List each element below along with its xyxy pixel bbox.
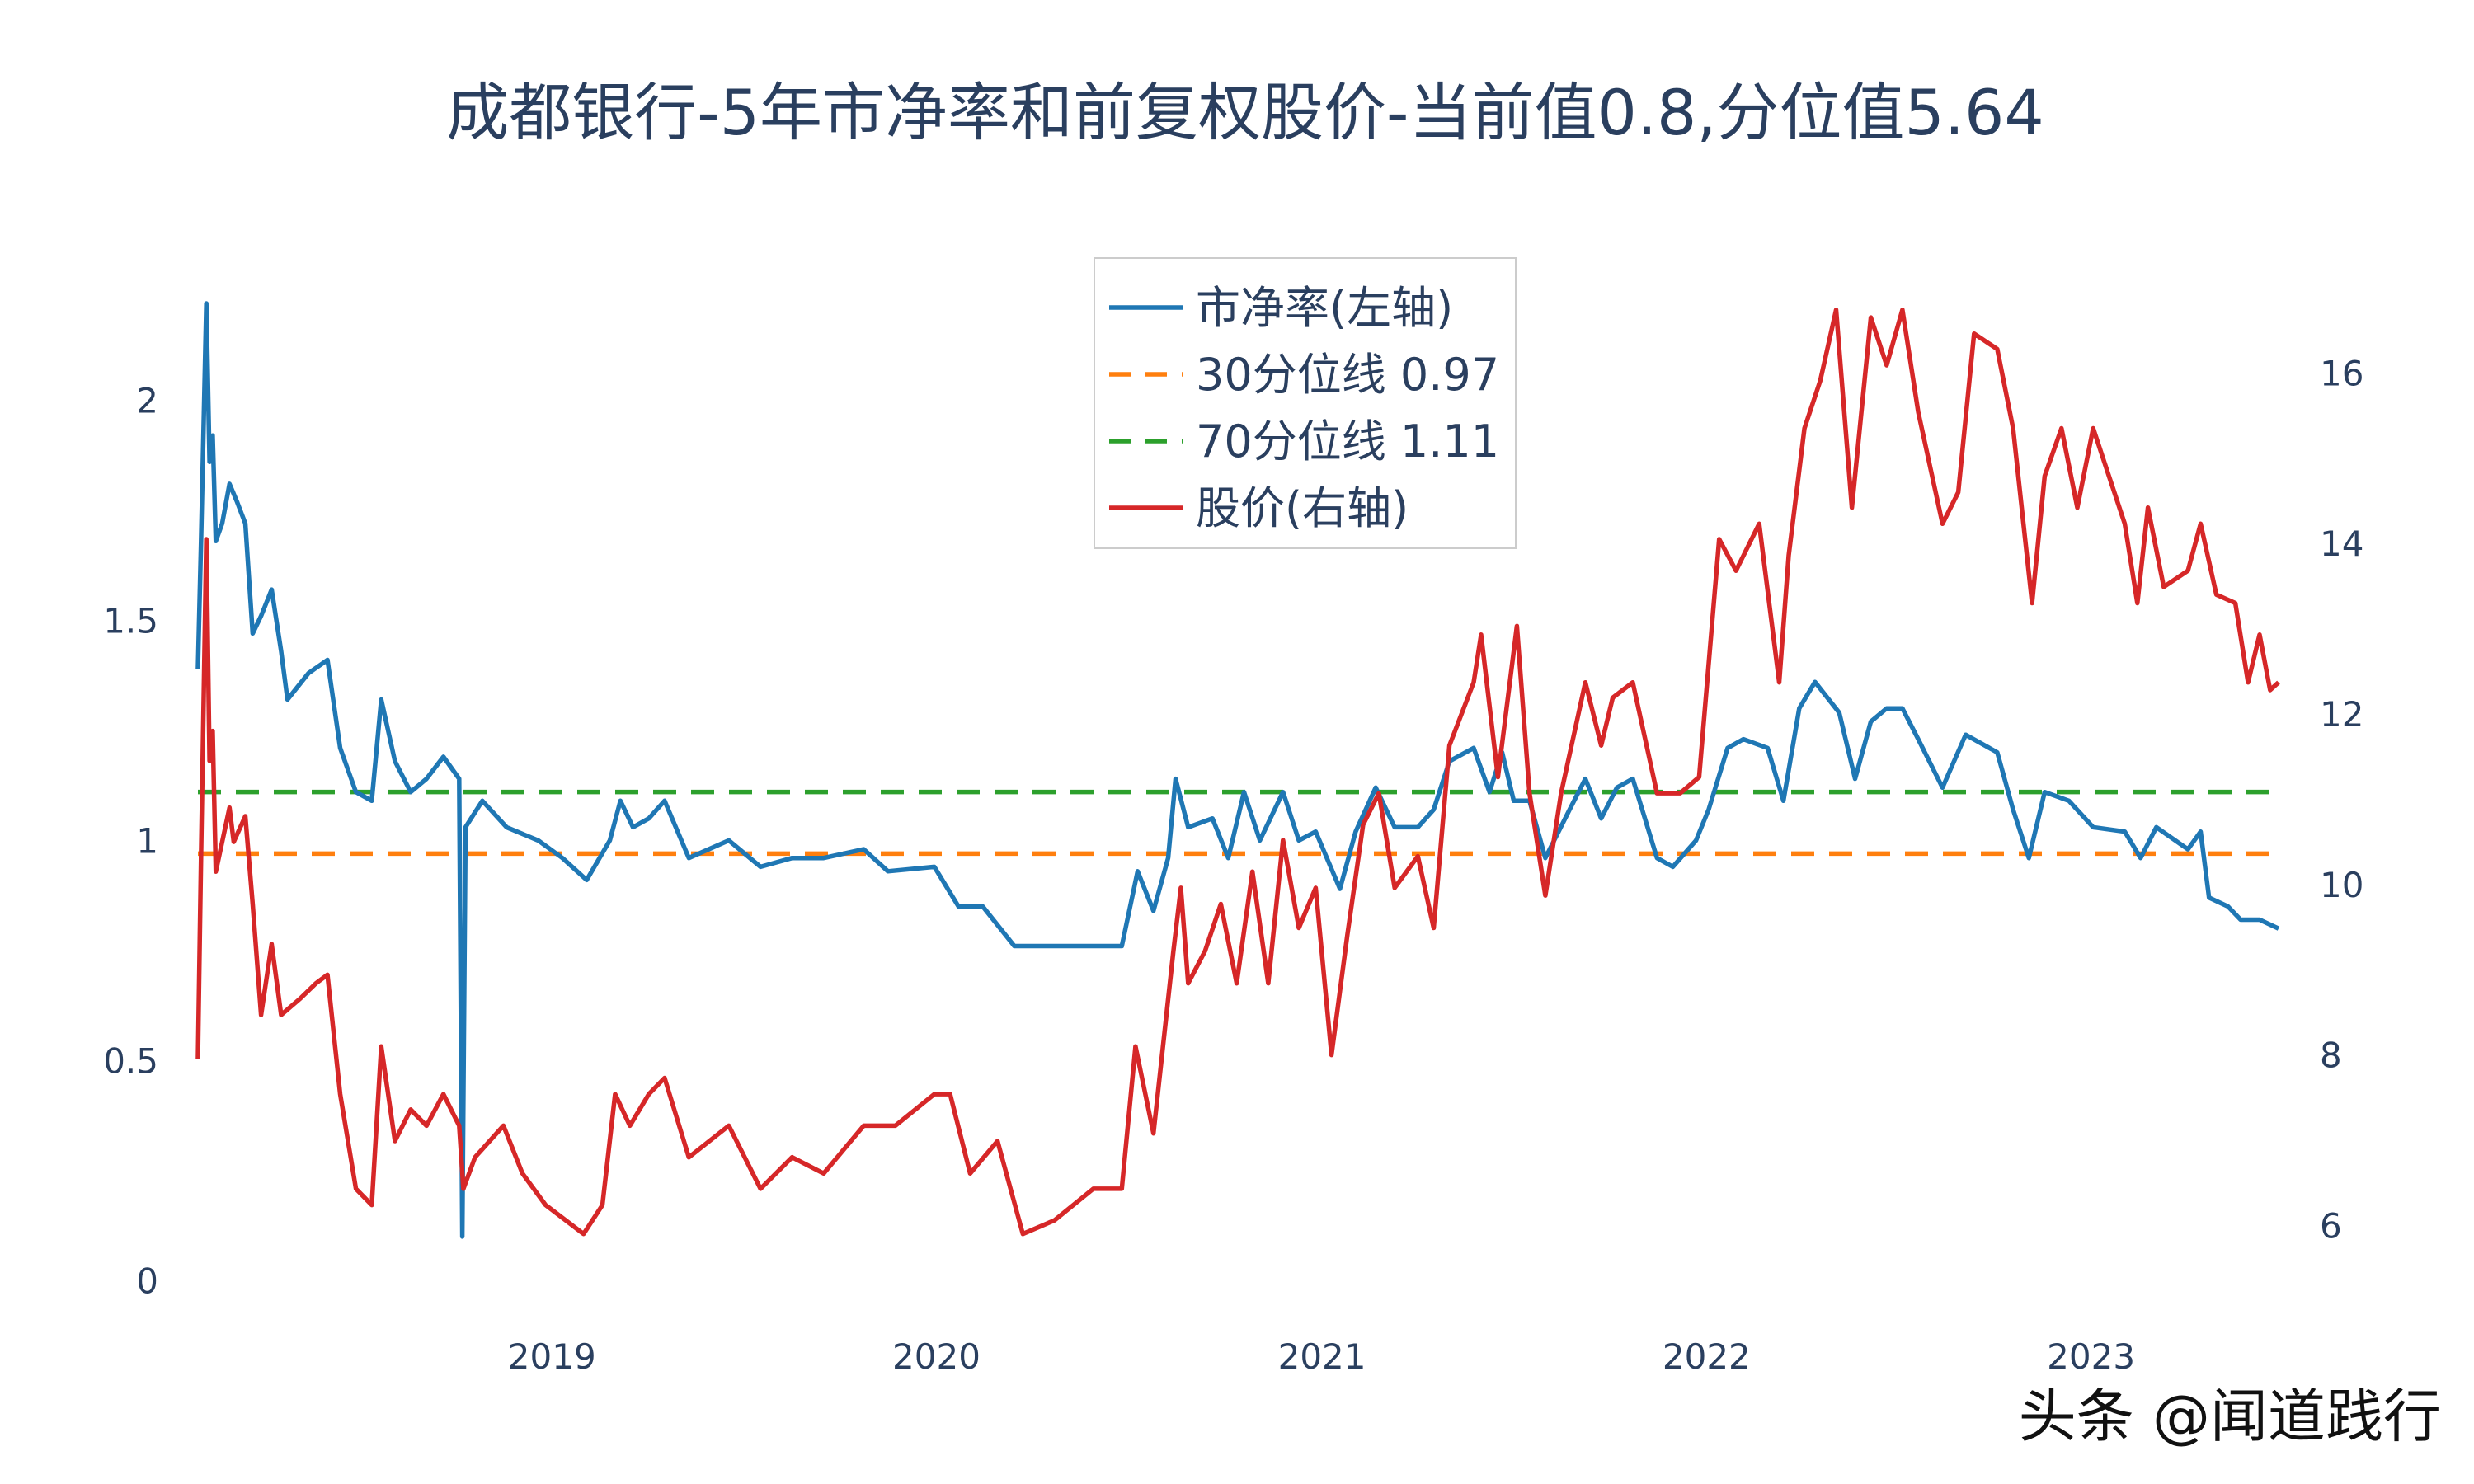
y-right-tick-label: 10 xyxy=(2320,865,2363,905)
legend-label: 70分位线 1.11 xyxy=(1196,416,1499,467)
x-tick-label: 2022 xyxy=(1663,1336,1751,1377)
legend: 市净率(左轴) 30分位线 0.97 70分位线 1.11 股价(右轴) xyxy=(1094,257,1517,549)
watermark: 头条 @闻道践行 xyxy=(2019,1383,2441,1450)
series-line xyxy=(195,308,2280,1237)
y-right-tick-label: 16 xyxy=(2320,353,2363,393)
y-right-tick-label: 6 xyxy=(2320,1205,2342,1246)
x-tick-label: 2020 xyxy=(892,1336,981,1377)
y-right-tick-label: 8 xyxy=(2320,1036,2342,1076)
x-tick-label: 2023 xyxy=(2047,1336,2135,1377)
x-tick-label: 2019 xyxy=(508,1336,596,1377)
y-left-tick-label: 0.5 xyxy=(103,1040,158,1081)
y-right-tick-label: 14 xyxy=(2320,524,2363,564)
x-axis: 2019 2020 2021 2022 2023 xyxy=(508,1336,2135,1377)
y-axis-left: 0 0.5 1 1.5 2 xyxy=(103,380,158,1301)
x-tick-label: 2021 xyxy=(1278,1336,1366,1377)
y-right-tick-label: 12 xyxy=(2320,694,2363,735)
y-left-tick-label: 0 xyxy=(136,1261,158,1301)
legend-label: 市净率(左轴) xyxy=(1196,282,1453,334)
y-left-tick-label: 1.5 xyxy=(103,600,158,641)
legend-label: 股价(右轴) xyxy=(1196,482,1409,534)
y-left-tick-label: 1 xyxy=(136,820,158,861)
series-line xyxy=(195,301,2280,1239)
legend-label: 30分位线 0.97 xyxy=(1196,349,1499,401)
plot-area xyxy=(195,301,2280,1239)
y-axis-right: 6 8 10 12 14 16 xyxy=(2320,353,2363,1246)
chart-title: 成都银行-5年市净率和前复权股价-当前值0.8,分位值5.64 xyxy=(446,76,2044,149)
y-left-tick-label: 2 xyxy=(136,380,158,420)
